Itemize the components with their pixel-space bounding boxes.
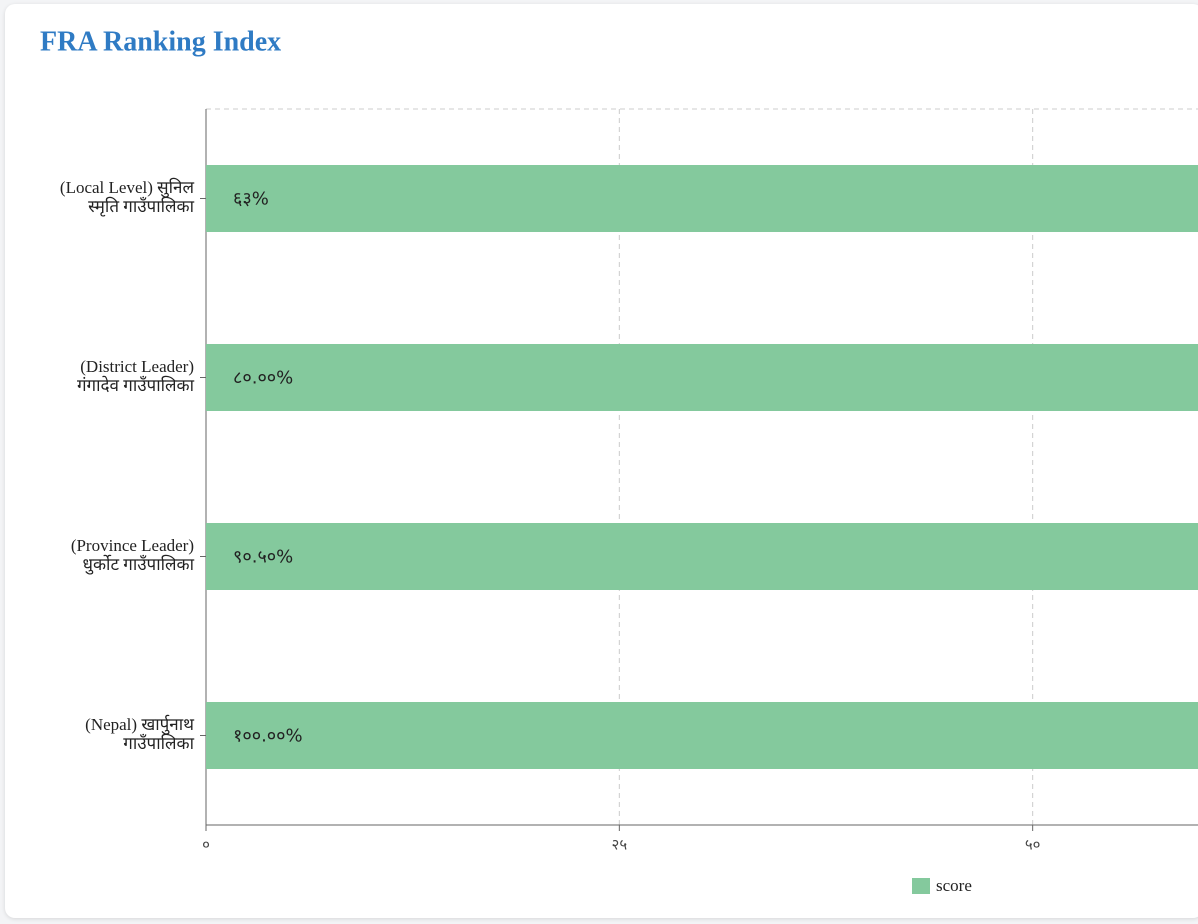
value-label: १००.००% (233, 726, 303, 747)
y-tick-label: (Province Leader) धुर्कोट गाउँपालिका (71, 536, 195, 575)
x-tick-label: ० (202, 836, 210, 854)
bar (206, 523, 1198, 590)
value-label: ८०.००% (233, 368, 293, 389)
legend-swatch (912, 878, 930, 894)
chart-title: FRA Ranking Index (40, 26, 281, 57)
y-tick-label: (District Leader) गंगादेव गाउँपालिका (77, 357, 195, 395)
x-tick-label: २५ (612, 836, 628, 854)
legend-label: score (936, 876, 972, 895)
y-tick-label: (Nepal) खार्पुनाथ गाउँपालिका (85, 714, 195, 753)
bar (206, 344, 1198, 411)
bar (206, 165, 1198, 232)
value-label: ६३% (233, 189, 269, 210)
value-label: ९०.५०% (233, 547, 293, 568)
x-tick-label: ५० (1025, 836, 1041, 854)
bar (206, 702, 1198, 769)
y-tick-label: (Local Level) सुनिल स्मृति गाउँपालिका (60, 177, 195, 217)
